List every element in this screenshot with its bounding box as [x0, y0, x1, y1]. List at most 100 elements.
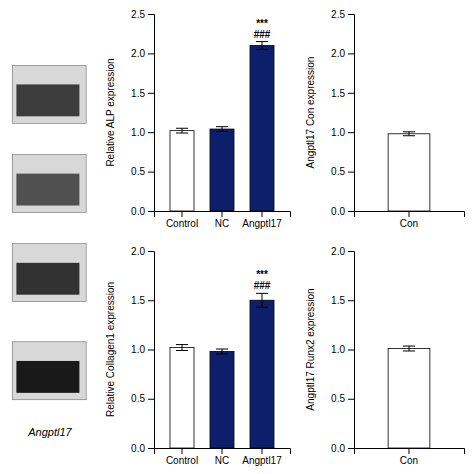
y-tick-label: 1.5 [131, 295, 145, 306]
y-tick: 2.0 [331, 246, 354, 257]
y-axis: 0.00.51.01.52.0 [331, 246, 354, 454]
y-axis: 0.00.51.01.52.0 [131, 246, 154, 454]
y-tick: 1.0 [331, 344, 354, 355]
x-tick-label: Control [166, 455, 198, 466]
x-tick-mark [262, 211, 263, 217]
y-tick: 1.5 [131, 88, 154, 99]
y-tick-mark [348, 53, 354, 54]
error-bar-cap [256, 307, 268, 308]
error-bar [256, 293, 268, 307]
annotation: ### [254, 280, 271, 291]
figure: Angptl17 0.0 0.5 1.0 1.5 2.0 2.5 Control NC Angpt… [0, 0, 474, 474]
x-axis-line [155, 212, 291, 218]
error-bar [216, 127, 228, 132]
y-tick-label: 2.5 [331, 9, 345, 20]
y-axis-line [348, 15, 355, 212]
y-axis-line [148, 252, 155, 449]
error-bar-cap [403, 131, 415, 132]
x-tick-mark [409, 448, 410, 454]
error-bar-cap [256, 49, 268, 50]
error-bar-stem [409, 132, 410, 136]
blot-band [16, 263, 79, 295]
x-tick: Con [400, 448, 418, 466]
y-tick-label: 2.5 [131, 9, 145, 20]
error-bar-cap [176, 132, 188, 133]
error-bar [216, 349, 228, 354]
x-tick-mark [222, 448, 223, 454]
y-tick-mark [348, 300, 354, 301]
x-axis: Con [355, 448, 465, 466]
y-tick-mark [348, 14, 354, 15]
y-tick-label: 0.5 [131, 166, 145, 177]
x-axis-line [355, 212, 465, 218]
y-tick-label: 0.5 [331, 166, 345, 177]
error-bar-cap [176, 128, 188, 129]
bar [210, 351, 234, 448]
error-bar-cap [256, 41, 268, 42]
y-tick-label: 2.0 [331, 48, 345, 59]
error-bar-stem [222, 127, 223, 132]
plot-area [170, 42, 274, 211]
error-bar-cap [216, 131, 228, 132]
y-tick-mark [148, 211, 154, 212]
y-axis-title: Relative ALP expression [105, 58, 116, 166]
error-bar [256, 42, 268, 50]
y-axis-title: Relative Collagen1 expression [105, 282, 116, 417]
x-tick-label: Angptl17 [242, 455, 282, 466]
y-tick: 2.0 [131, 48, 154, 59]
y-tick: 0.0 [331, 443, 354, 454]
y-tick-label: 0.5 [331, 393, 345, 404]
x-tick-label: NC [215, 455, 229, 466]
error-bar-cap [403, 350, 415, 351]
x-tick-label: Con [400, 218, 418, 229]
x-tick: NC [215, 211, 229, 229]
bar-panel: 0.00.51.01.52.02.5ControlNCAngptl17Relat… [105, 9, 291, 229]
error-bar-cap [256, 293, 268, 294]
y-tick-mark [348, 350, 354, 351]
y-tick-mark [148, 350, 154, 351]
y-tick-mark [148, 300, 154, 301]
y-tick-mark [348, 93, 354, 94]
bar-panel: 0.00.51.01.52.0ControlNCAngptl17Relative… [105, 246, 291, 466]
x-tick-label: Control [166, 218, 198, 229]
error-bar-cap [403, 346, 415, 347]
error-bar-stem [182, 128, 183, 133]
error-bar-cap [176, 344, 188, 345]
error-bar [403, 132, 415, 136]
x-tick: Control [166, 448, 198, 466]
y-tick: 2.0 [331, 48, 354, 59]
error-bar-stem [262, 293, 263, 307]
annotation: *** [256, 18, 268, 29]
y-tick: 2.5 [331, 9, 354, 20]
y-axis-title: Angptl17 Runx2 expression [305, 288, 316, 410]
y-tick-label: 1.5 [131, 88, 145, 99]
blot-label: Angptl17 [27, 426, 72, 438]
y-tick-label: 1.0 [331, 127, 345, 138]
y-tick-label: 1.5 [331, 88, 345, 99]
bar [250, 46, 274, 211]
y-axis-title: Angptl17 Con expression [305, 57, 316, 169]
y-tick: 1.0 [131, 344, 154, 355]
bar [170, 131, 194, 211]
blot-membrane [12, 244, 86, 302]
y-tick-label: 0.5 [131, 393, 145, 404]
x-axis: Control NC Angptl17 [155, 448, 291, 466]
x-tick-label: NC [215, 218, 229, 229]
y-tick-label: 1.0 [131, 344, 145, 355]
blot-membrane [12, 342, 86, 400]
x-tick-mark [409, 211, 410, 217]
error-bar-stem [409, 346, 410, 351]
error-bar-cap [216, 353, 228, 354]
y-tick-mark [348, 399, 354, 400]
y-tick: 1.5 [331, 88, 354, 99]
x-tick-mark [222, 211, 223, 217]
x-axis: ControlNCAngptl17 [155, 211, 291, 229]
y-tick: 1.5 [131, 295, 154, 306]
error-bar-stem [182, 345, 183, 351]
y-tick-label: 2.0 [331, 246, 345, 257]
y-tick: 2.0 [131, 246, 154, 257]
x-axis-line [355, 449, 465, 455]
error-bar-stem [262, 42, 263, 50]
x-tick-mark [262, 448, 263, 454]
plot-area [170, 293, 274, 448]
